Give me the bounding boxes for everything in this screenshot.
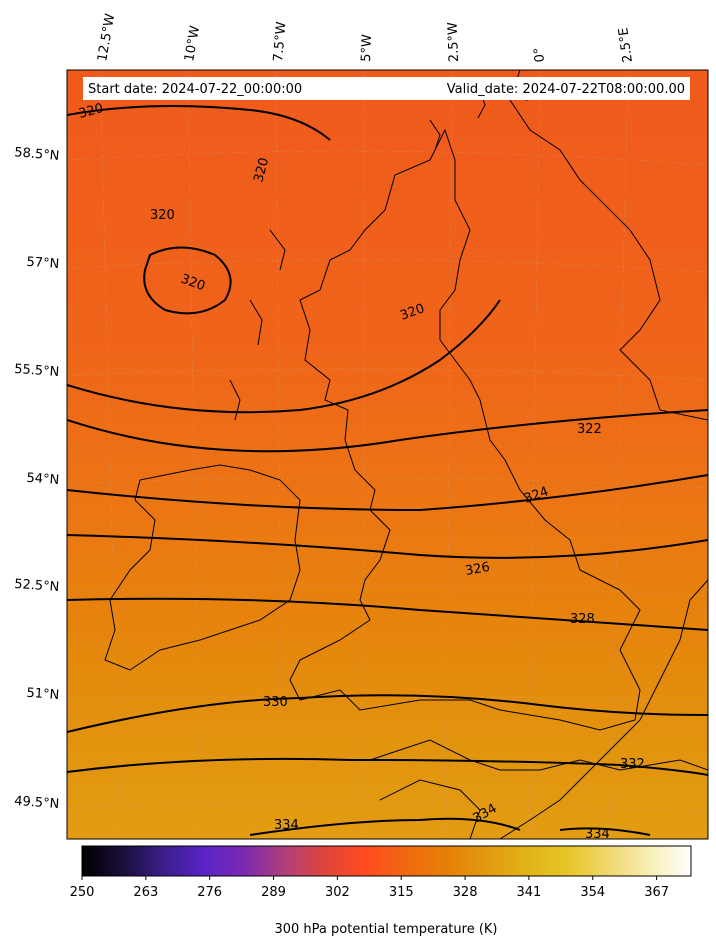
latitude-axis: 58.5°N 57°N 55.5°N 54°N 52.5°N 51°N 49.5… [14, 145, 60, 812]
contour-320-loop [143, 246, 232, 315]
longitude-tick: 7.5°W [271, 21, 289, 62]
colorbar-tick-label: 276 [197, 885, 222, 900]
contour-324 [67, 474, 708, 512]
contour-320-mid [67, 299, 501, 414]
contour-label: 320 [150, 208, 175, 223]
contour-label: 334 [585, 827, 610, 842]
longitude-tick: 10°W [182, 25, 203, 63]
hebrides [229, 229, 286, 421]
contour-334-east [559, 827, 651, 836]
contour-label: 320 [77, 101, 105, 122]
contour-label: 326 [464, 560, 491, 579]
contour-label: 322 [577, 422, 602, 437]
colorbar: 250 263 276 289 302 315 328 341 354 367 300 hPa p… [70, 845, 692, 937]
latitude-tick: 54°N [26, 471, 60, 488]
colorbar-tick-label: 328 [453, 885, 478, 900]
latitude-tick: 57°N [26, 255, 60, 272]
france-coast [369, 739, 708, 771]
continent-coast [499, 579, 708, 839]
colorbar-tick-label: 315 [389, 885, 414, 900]
date-header-box [83, 77, 690, 100]
colorbar-ticks: 250 263 276 289 302 315 328 341 354 367 [70, 876, 669, 900]
longitude-tick: 12.5°W [95, 12, 118, 62]
map-panel: 320 320 320 320 320 322 324 326 328 330 … [67, 70, 708, 842]
contour-label: 334 [274, 818, 299, 833]
contour-332 [67, 757, 708, 776]
latitude-tick: 58.5°N [14, 145, 60, 164]
great-britain-coast [289, 128, 641, 731]
graticule [67, 70, 708, 839]
contour-326 [67, 534, 708, 559]
ireland-coast [104, 464, 301, 671]
contour-label: 328 [570, 612, 595, 627]
colorbar-tick-label: 250 [70, 885, 95, 900]
colorbar-tick-label: 341 [517, 885, 542, 900]
start-date-label: Start date: 2024-07-22_00:00:00 [88, 82, 302, 97]
coastlines [104, 70, 708, 839]
date-header: Start date: 2024-07-22_00:00:00 Valid_da… [83, 77, 690, 100]
colorbar-label: 300 hPa potential temperature (K) [274, 922, 497, 937]
scandinavia-coast [509, 70, 708, 421]
latitude-tick: 52.5°N [14, 577, 60, 595]
colorbar-gradient [81, 845, 692, 877]
longitude-tick: 0° [532, 47, 548, 63]
contour-334 [249, 817, 521, 836]
contour-label: 332 [620, 757, 645, 772]
contour-330 [67, 694, 708, 733]
contour-label: 320 [251, 156, 272, 184]
latitude-tick: 49.5°N [14, 794, 60, 812]
longitude-tick: 2.5°E [616, 26, 636, 63]
longitude-axis: 12.5°W 10°W 7.5°W 5°W 2.5°W 0° 2.5°E [95, 12, 636, 63]
isentropic-contours [67, 105, 708, 836]
contour-320-north [67, 105, 331, 141]
colorbar-tick-label: 302 [325, 885, 350, 900]
contour-328 [67, 597, 708, 631]
contour-label: 330 [263, 695, 288, 710]
colorbar-tick-label: 354 [580, 885, 605, 900]
longitude-tick: 2.5°W [446, 22, 462, 63]
contour-322 [67, 409, 708, 453]
colorbar-tick-label: 263 [133, 885, 158, 900]
longitude-tick: 5°W [359, 34, 375, 62]
colorbar-tick-label: 367 [644, 885, 669, 900]
temperature-field [67, 70, 708, 839]
valid-date-label: Valid_date: 2024-07-22T08:00:00.00 [447, 82, 685, 97]
latitude-tick: 55.5°N [14, 362, 60, 380]
map-frame [66, 69, 709, 840]
latitude-tick: 51°N [26, 686, 60, 703]
colorbar-tick-label: 289 [261, 885, 286, 900]
